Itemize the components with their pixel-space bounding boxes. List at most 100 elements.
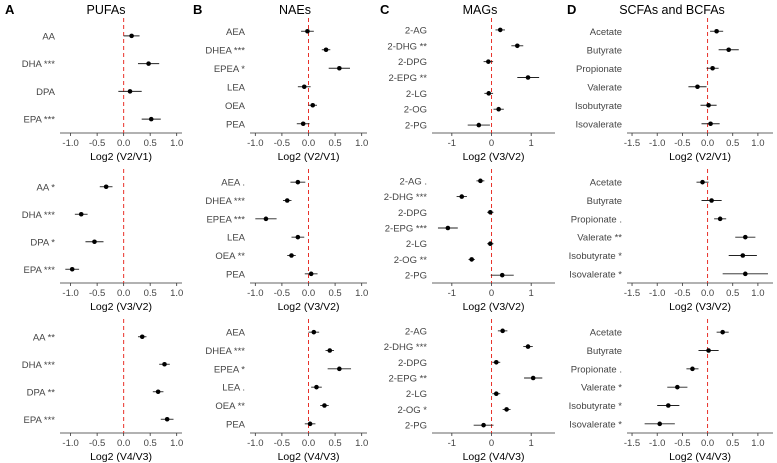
x-tick-label: 1: [529, 438, 534, 449]
point-estimate: [525, 344, 531, 349]
x-tick-label: 0.0: [302, 288, 315, 299]
point-estimate: [284, 198, 290, 203]
point-estimate: [164, 416, 170, 422]
point-estimate: [155, 389, 161, 395]
point-estimate: [710, 65, 715, 71]
x-tick-label: -0.5: [674, 438, 690, 449]
x-tick-label: 0.0: [117, 288, 130, 299]
point-estimate: [706, 348, 711, 353]
point-estimate: [459, 194, 465, 199]
category-label: DPA *: [30, 237, 55, 248]
x-tick-label: 0.5: [328, 288, 341, 299]
category-label: 2-AG: [405, 25, 427, 36]
category-label: OEA **: [215, 251, 245, 262]
point-estimate: [499, 272, 505, 278]
x-tick-label: 0.5: [144, 138, 157, 149]
category-label: 2-EPG ***: [385, 224, 428, 235]
x-tick-label: -1: [448, 288, 456, 299]
point-estimate: [139, 334, 145, 340]
category-label: DHA ***: [22, 59, 56, 70]
x-tick-label: -1.0: [62, 138, 78, 149]
category-label: DHA ***: [22, 360, 56, 371]
point-estimate: [675, 384, 680, 390]
x-tick-label: 0.0: [701, 288, 714, 299]
panel-title-d: SCFAs and BCFAs: [619, 3, 725, 17]
point-estimate: [740, 253, 746, 258]
forest-panel-b-3: -1.0 -0.5 0.0 0.5 1.0 Log2 (V4/V3) AEA DHEA ***…: [205, 319, 368, 463]
point-estimate: [486, 59, 491, 64]
category-label: Valerate: [587, 82, 622, 93]
x-tick-label: 1.0: [170, 138, 183, 149]
point-estimate: [295, 234, 301, 240]
x-tick-label: 1.0: [751, 438, 764, 449]
point-estimate: [327, 348, 333, 353]
x-tick-label: 1.0: [355, 288, 368, 299]
point-estimate: [530, 375, 536, 381]
category-label: 2-PG: [405, 121, 427, 132]
point-estimate: [743, 271, 748, 277]
category-label: EPA ***: [23, 265, 55, 276]
x-tick-label: -1.0: [62, 438, 78, 449]
point-estimate: [295, 179, 301, 185]
x-tick-label: 1.0: [170, 438, 183, 449]
point-estimate: [493, 359, 499, 365]
forest-panel-d-1: -1.5 -1.0 -0.5 0.0 0.5 1.0 Log2 (V2/V1) Acetate…: [575, 18, 773, 163]
point-estimate: [497, 27, 503, 33]
category-label: 2-OG: [404, 105, 427, 116]
category-label: PEA: [226, 419, 246, 430]
point-estimate: [486, 91, 492, 96]
category-label: 2-DPG: [398, 208, 427, 219]
x-axis-title: Log2 (V4/V3): [669, 451, 731, 463]
x-tick-label: 0.0: [701, 138, 714, 149]
category-label: EPEA *: [214, 364, 245, 375]
x-tick-label: -1.0: [649, 138, 665, 149]
point-estimate: [504, 407, 509, 412]
forest-panel-b-2: -1.0 -0.5 0.0 0.5 1.0 Log2 (V3/V2) AEA . DHEA *…: [205, 169, 368, 313]
point-estimate: [743, 234, 748, 240]
x-tick-label: 1.0: [170, 288, 183, 299]
panel-letter-a: A: [5, 2, 15, 17]
category-label: 2-LG: [406, 389, 427, 400]
category-label: Butyrate: [587, 45, 622, 56]
category-label: Isobutyrate: [575, 101, 622, 112]
x-axis-title: Log2 (V2/V1): [278, 151, 340, 163]
forest-plots: -1.0 -0.5 0.0 0.5 1.0 Log2 (V2/V1) AA DHA *** DP…: [22, 18, 773, 463]
category-label: 2-OG *: [397, 405, 427, 416]
category-label: EPEA *: [214, 64, 245, 75]
x-tick-label: 0.5: [144, 288, 157, 299]
point-estimate: [148, 116, 154, 122]
category-label: Butyrate: [587, 346, 622, 357]
category-label: 2-OG **: [394, 255, 428, 266]
point-estimate: [322, 403, 327, 408]
x-tick-label: -1: [448, 438, 456, 449]
category-label: OEA **: [215, 401, 245, 412]
point-estimate: [127, 89, 133, 94]
panel-letter-b: B: [193, 2, 202, 17]
x-tick-label: -1.0: [247, 138, 263, 149]
x-axis-title: Log2 (V3/V2): [463, 151, 525, 163]
x-axis-title: Log2 (V3/V2): [463, 301, 525, 313]
point-estimate: [300, 121, 306, 127]
category-label: Valerate *: [581, 383, 622, 394]
category-label: EPA ***: [23, 115, 55, 126]
category-label: Propionate .: [571, 214, 622, 225]
point-estimate: [478, 178, 483, 184]
x-axis-title: Log2 (V2/V1): [90, 151, 152, 163]
category-label: EPEA ***: [206, 214, 245, 225]
x-tick-label: 0: [489, 438, 494, 449]
point-estimate: [301, 84, 307, 90]
x-tick-label: -0.5: [274, 138, 290, 149]
x-tick-label: 1: [529, 138, 534, 149]
category-label: PEA: [226, 269, 246, 280]
point-estimate: [69, 266, 75, 272]
x-tick-label: 0.5: [726, 288, 739, 299]
point-estimate: [700, 179, 705, 185]
point-estimate: [308, 271, 314, 277]
category-label: 2-DHG ***: [384, 192, 428, 203]
x-tick-label: -1.5: [624, 138, 640, 149]
category-label: LEA: [227, 233, 246, 244]
x-tick-label: 0.5: [328, 438, 341, 449]
category-label: 2-DPG: [398, 57, 427, 68]
x-tick-label: -0.5: [274, 288, 290, 299]
x-axis-title: Log2 (V4/V3): [278, 451, 340, 463]
